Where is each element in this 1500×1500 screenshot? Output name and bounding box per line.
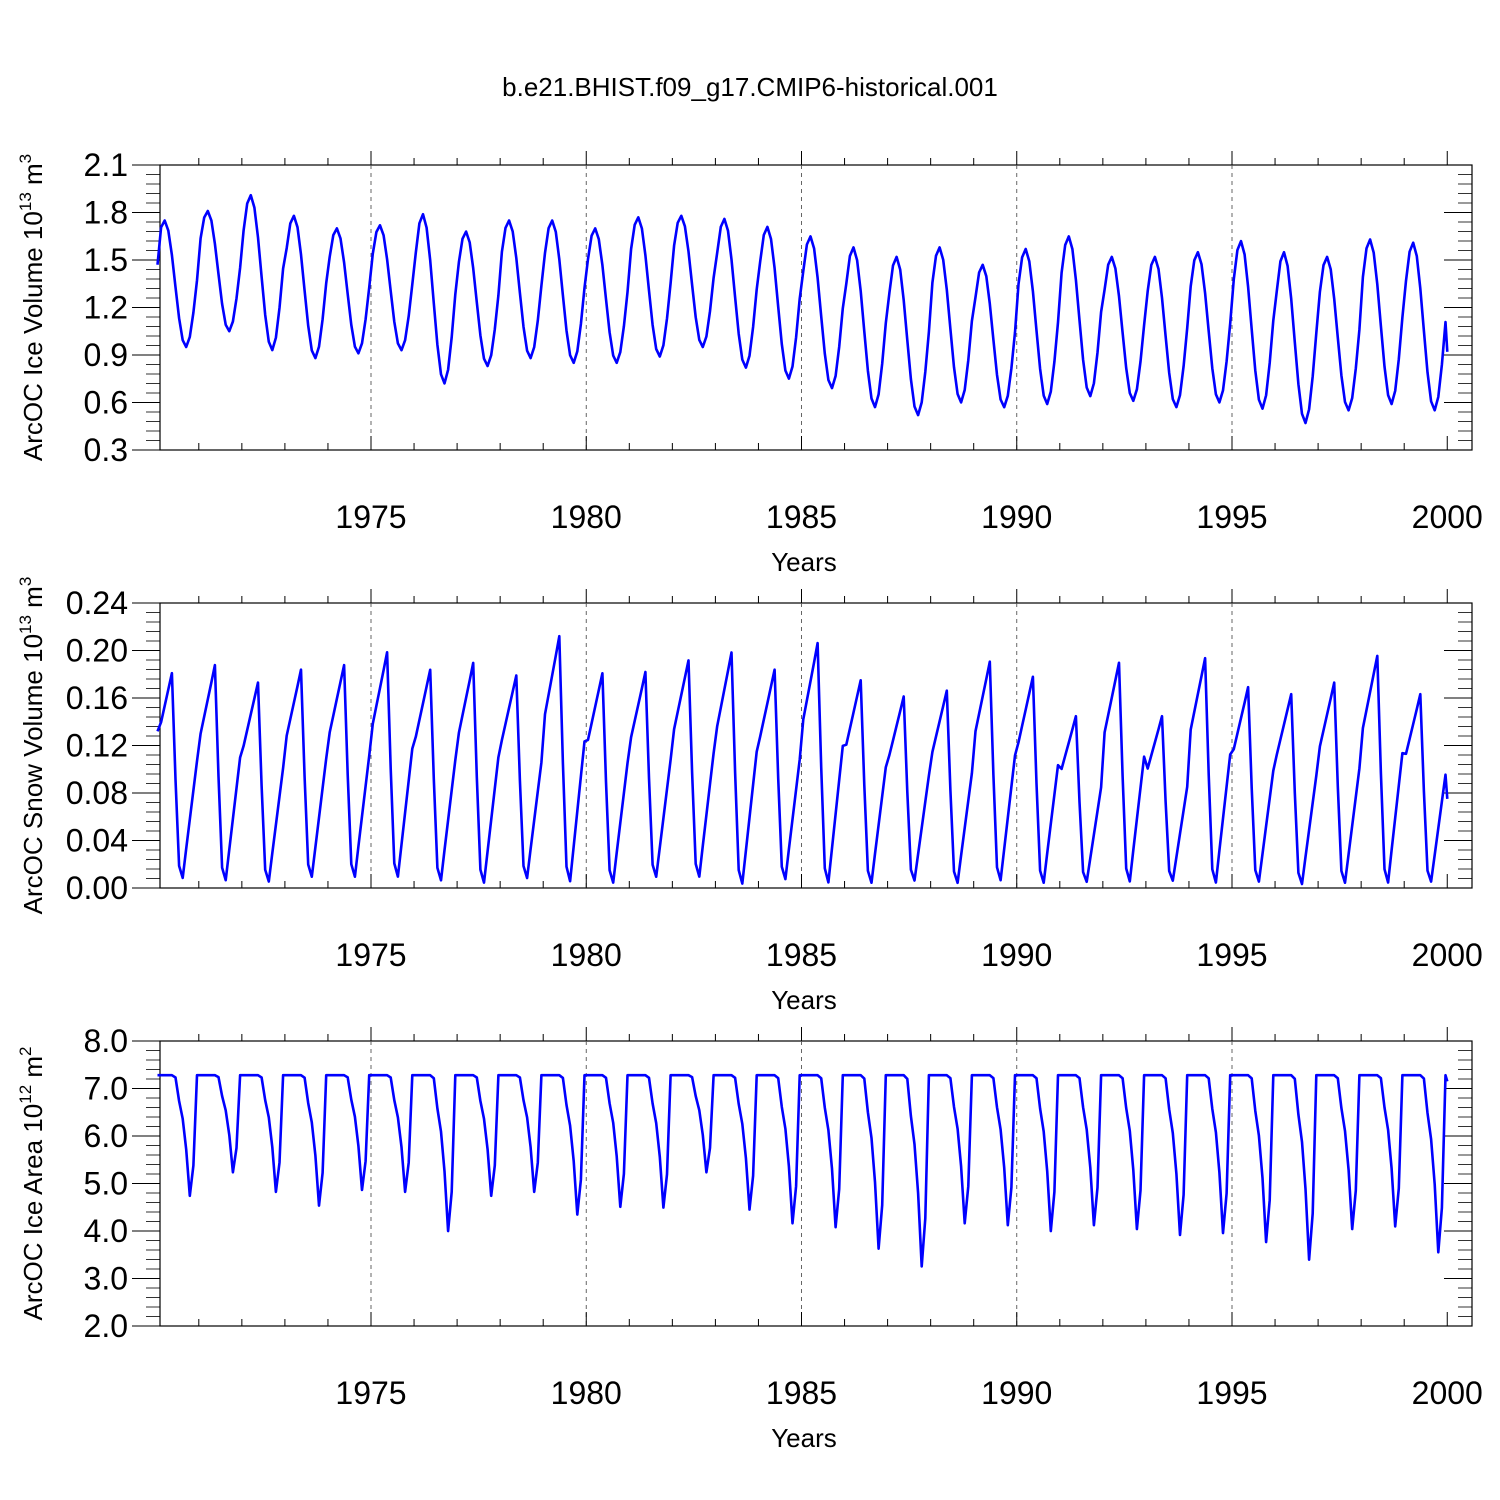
y-tick-label: 5.0 bbox=[84, 1166, 128, 1202]
x-tick-label: 2000 bbox=[1412, 499, 1483, 535]
y-tick-label: 1.2 bbox=[84, 290, 128, 326]
y-tick-label: 4.0 bbox=[84, 1213, 128, 1249]
y-tick-label: 7.0 bbox=[84, 1071, 128, 1107]
y-tick-label: 0.3 bbox=[84, 432, 128, 468]
x-tick-label: 1975 bbox=[335, 1375, 406, 1411]
y-tick-label: 2.1 bbox=[84, 147, 128, 183]
y-tick-label: 0.20 bbox=[66, 633, 128, 669]
snow-volume-panel: 1975 1980 1985 1990 1995 2000 0.00 0.04 0.08 0.12… bbox=[16, 577, 1483, 1015]
x-tick-label: 1980 bbox=[551, 937, 622, 973]
x-tick-label: 1980 bbox=[551, 1375, 622, 1411]
x-tick-label: 1975 bbox=[335, 499, 406, 535]
y-tick-label: 6.0 bbox=[84, 1118, 128, 1154]
ice-area-panel: 1975 1980 1985 1990 1995 2000 2.0 3.0 4.0 5.0 6.0 7… bbox=[16, 1023, 1483, 1453]
x-tick-label: 1985 bbox=[766, 499, 837, 535]
x-tick-label: 2000 bbox=[1412, 1375, 1483, 1411]
y-tick-label: 0.9 bbox=[84, 337, 128, 373]
y-axis-label: ArcOC Snow Volume 1013 m3 bbox=[16, 577, 48, 915]
y-tick-label: 1.8 bbox=[84, 195, 128, 231]
x-axis-label: Years bbox=[771, 547, 837, 577]
x-tick-label: 1990 bbox=[981, 937, 1052, 973]
x-axis-label: Years bbox=[771, 1423, 837, 1453]
chart-title: b.e21.BHIST.f09_g17.CMIP6-historical.001 bbox=[502, 72, 998, 102]
x-tick-label: 1985 bbox=[766, 1375, 837, 1411]
y-axis-label: ArcOC Ice Volume 1013 m3 bbox=[16, 154, 48, 461]
x-tick-label: 1995 bbox=[1196, 937, 1267, 973]
series-line bbox=[157, 1073, 1449, 1268]
y-tick-label: 0.08 bbox=[66, 775, 128, 811]
x-tick-label: 1995 bbox=[1196, 499, 1267, 535]
x-axis-label: Years bbox=[771, 985, 837, 1015]
x-tick-label: 2000 bbox=[1412, 937, 1483, 973]
y-tick-label: 0.6 bbox=[84, 385, 128, 421]
y-tick-label: 0.12 bbox=[66, 728, 128, 764]
y-tick-label: 3.0 bbox=[84, 1261, 128, 1297]
ice-volume-panel: 1975 1980 1985 1990 1995 2000 0.3 0.6 0.9 1.2 1.5 1… bbox=[16, 147, 1483, 577]
y-tick-label: 1.5 bbox=[84, 242, 128, 278]
series-line bbox=[156, 193, 1449, 425]
x-tick-label: 1995 bbox=[1196, 1375, 1267, 1411]
x-tick-label: 1985 bbox=[766, 937, 837, 973]
series-line bbox=[156, 634, 1449, 886]
y-tick-label: 0.16 bbox=[66, 680, 128, 716]
y-tick-label: 2.0 bbox=[84, 1308, 128, 1344]
x-tick-label: 1980 bbox=[551, 499, 622, 535]
y-tick-label: 0.24 bbox=[66, 585, 128, 621]
plot-frame bbox=[159, 1040, 1473, 1327]
y-tick-label: 0.00 bbox=[66, 870, 128, 906]
y-tick-label: 0.04 bbox=[66, 823, 128, 859]
x-tick-label: 1990 bbox=[981, 499, 1052, 535]
x-tick-label: 1975 bbox=[335, 937, 406, 973]
y-tick-label: 8.0 bbox=[84, 1023, 128, 1059]
y-axis-label: ArcOC Ice Area 1012 m2 bbox=[16, 1046, 48, 1320]
x-tick-label: 1990 bbox=[981, 1375, 1052, 1411]
